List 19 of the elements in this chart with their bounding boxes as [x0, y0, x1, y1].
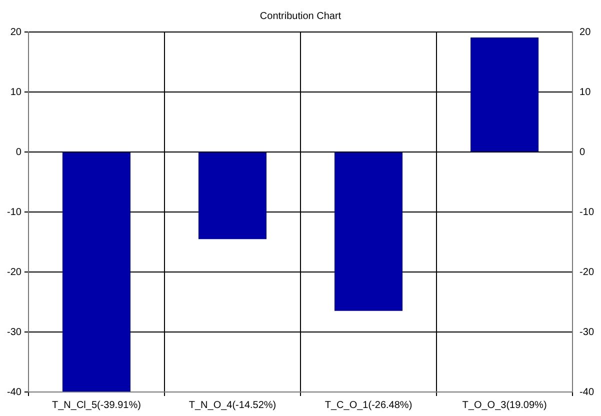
y-tick-label: -10	[7, 206, 22, 218]
y-tick-label: -40	[7, 386, 22, 398]
x-tick-label: T_C_O_1(-26.48%)	[324, 400, 412, 411]
x-tick-label: T_O_O_3(19.09%)	[462, 400, 547, 411]
y-tick-label: -30	[7, 326, 22, 338]
x-tick-label: T_N_O_4(-14.52%)	[188, 400, 276, 411]
y2-tick-label: -40	[580, 386, 594, 398]
y2-tick-label: 0	[580, 146, 586, 158]
y2-tick-label: -20	[580, 266, 594, 278]
y2-tick-label: 10	[580, 86, 592, 98]
chart-title: Contribution Chart	[260, 10, 342, 22]
y-tick-label: -20	[7, 266, 22, 278]
y2-tick-label: -30	[580, 326, 594, 338]
y-tick-label: 10	[10, 86, 22, 98]
y2-tick-label: -10	[580, 206, 594, 218]
y2-tick-label: 20	[580, 26, 592, 38]
y-tick-label: 20	[10, 26, 22, 38]
y-tick-label: 0	[16, 146, 22, 158]
x-tick-label: T_N_Cl_5(-39.91%)	[52, 400, 141, 411]
